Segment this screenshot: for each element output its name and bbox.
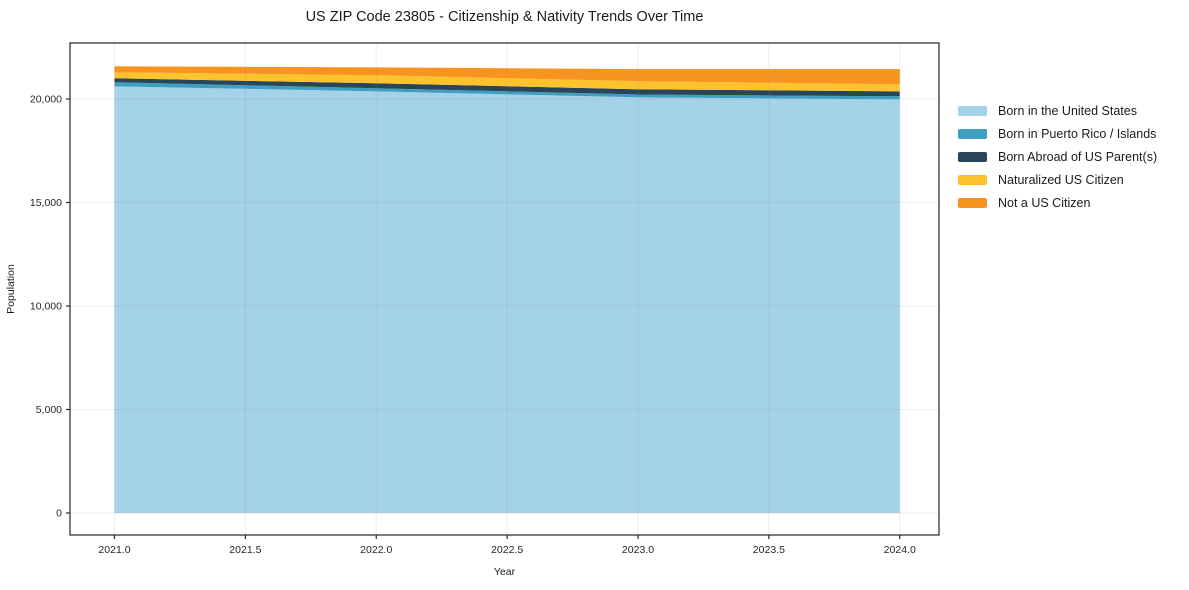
legend-swatch-born-us-icon [958, 105, 987, 116]
y-tick-label: 0 [56, 507, 62, 519]
y-tick-label: 10,000 [30, 300, 62, 312]
area-series-3 [114, 72, 900, 92]
legend-swatch-born-abroad-icon [958, 151, 987, 162]
area-series-0 [114, 86, 900, 513]
x-tick-label: 2021.5 [229, 544, 261, 556]
legend: Born in the United States Born in Puerto… [958, 99, 1157, 215]
area-series-1 [114, 82, 900, 100]
x-tick-label: 2022.0 [360, 544, 392, 556]
legend-item: Born in the United States [958, 99, 1157, 122]
x-axis-label: Year [494, 566, 516, 578]
gridlines [70, 43, 939, 535]
x-tick-label: 2022.5 [491, 544, 523, 556]
stacked-areas [114, 66, 900, 513]
legend-item: Born in Puerto Rico / Islands [958, 122, 1157, 145]
x-tick-label: 2021.0 [98, 544, 130, 556]
legend-label: Born in Puerto Rico / Islands [998, 126, 1157, 141]
legend-swatch-naturalized-icon [958, 175, 987, 186]
legend-item: Not a US Citizen [958, 192, 1157, 215]
legend-swatch-born-pr-icon [958, 128, 987, 139]
y-tick-label: 20,000 [30, 93, 62, 105]
legend-label: Born in the United States [998, 103, 1137, 118]
y-axis-label: Population [5, 264, 17, 314]
legend-item: Naturalized US Citizen [958, 169, 1157, 192]
area-series-2 [114, 78, 900, 97]
x-tick-label: 2024.0 [884, 544, 916, 556]
legend-swatch-not-citizen-icon [958, 198, 987, 209]
chart-title: US ZIP Code 23805 - Citizenship & Nativi… [305, 9, 704, 25]
area-series-4 [114, 66, 900, 85]
y-tick-label: 15,000 [30, 197, 62, 209]
legend-label: Born Abroad of US Parent(s) [998, 149, 1158, 164]
tick-marks [66, 98, 901, 539]
y-tick-label: 5,000 [36, 404, 62, 416]
x-tick-label: 2023.5 [753, 544, 785, 556]
axes-spines [69, 42, 940, 536]
legend-label: Not a US Citizen [998, 196, 1091, 211]
tick-labels: 2021.0 2021.5 2022.0 2022.5 2023.0 2023.5 2024… [30, 93, 916, 556]
x-tick-label: 2023.0 [622, 544, 654, 556]
legend-label: Naturalized US Citizen [998, 173, 1124, 188]
legend-item: Born Abroad of US Parent(s) [958, 145, 1157, 168]
